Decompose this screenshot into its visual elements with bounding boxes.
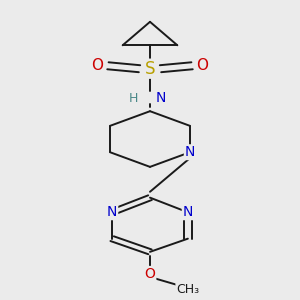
Text: N: N (183, 205, 193, 219)
Text: N: N (107, 205, 117, 219)
Text: O: O (92, 58, 104, 73)
Text: S: S (145, 60, 155, 78)
Text: H: H (128, 92, 138, 104)
Text: O: O (196, 58, 208, 73)
Text: O: O (145, 267, 155, 281)
Text: CH₃: CH₃ (176, 283, 200, 296)
Text: N: N (155, 91, 166, 105)
Text: N: N (185, 145, 195, 159)
